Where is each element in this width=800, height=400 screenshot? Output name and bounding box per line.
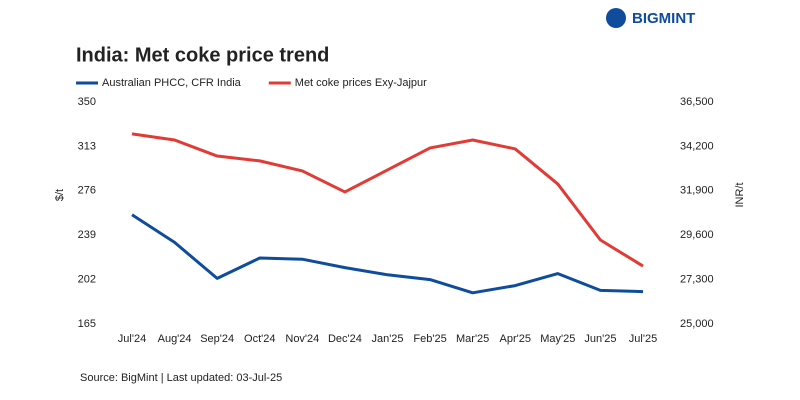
x-tick-label: Aug'24 bbox=[158, 333, 192, 345]
legend-label: Australian PHCC, CFR India bbox=[102, 77, 242, 89]
x-tick-label: Sep'24 bbox=[200, 333, 234, 345]
x-tick-label: May'25 bbox=[540, 333, 575, 345]
chart-title: India: Met coke price trend bbox=[76, 44, 329, 66]
x-tick-label: Nov'24 bbox=[285, 333, 319, 345]
y-tick-label: 276 bbox=[78, 185, 96, 197]
y-tick-label: 350 bbox=[78, 96, 96, 108]
y2-tick-label: 25,000 bbox=[680, 318, 714, 330]
y2-tick-label: 34,200 bbox=[680, 140, 714, 152]
y-axis-label: $/t bbox=[54, 189, 66, 201]
x-tick-label: Jul'25 bbox=[629, 333, 657, 345]
legend-label: Met coke prices Exy-Jajpur bbox=[295, 77, 427, 89]
source-note: Source: BigMint | Last updated: 03-Jul-2… bbox=[80, 372, 282, 384]
logo: BIGMINT bbox=[606, 8, 695, 28]
brand: BIGMINT bbox=[632, 10, 695, 27]
y2-tick-label: 36,500 bbox=[680, 96, 714, 108]
x-tick-label: Apr'25 bbox=[500, 333, 531, 345]
x-tick-label: Jul'24 bbox=[118, 333, 146, 345]
y-tick-label: 313 bbox=[78, 140, 96, 152]
x-tick-label: Feb'25 bbox=[413, 333, 446, 345]
y2-axis-label: INR/t bbox=[734, 182, 746, 207]
x-tick-label: Oct'24 bbox=[244, 333, 275, 345]
x-tick-label: Mar'25 bbox=[456, 333, 489, 345]
x-tick-label: Jan'25 bbox=[371, 333, 403, 345]
data-line bbox=[131, 132, 644, 268]
y2-tick-label: 29,600 bbox=[680, 229, 714, 241]
y-tick-label: 202 bbox=[78, 274, 96, 286]
y2-tick-label: 27,300 bbox=[680, 274, 714, 286]
y2-tick-label: 31,900 bbox=[680, 185, 714, 197]
x-tick-label: Dec'24 bbox=[328, 333, 362, 345]
logo-icon bbox=[606, 8, 626, 28]
data-line bbox=[131, 213, 644, 295]
x-tick-label: Jun'25 bbox=[584, 333, 616, 345]
y-tick-label: 165 bbox=[78, 318, 96, 330]
y-tick-label: 239 bbox=[78, 229, 96, 241]
